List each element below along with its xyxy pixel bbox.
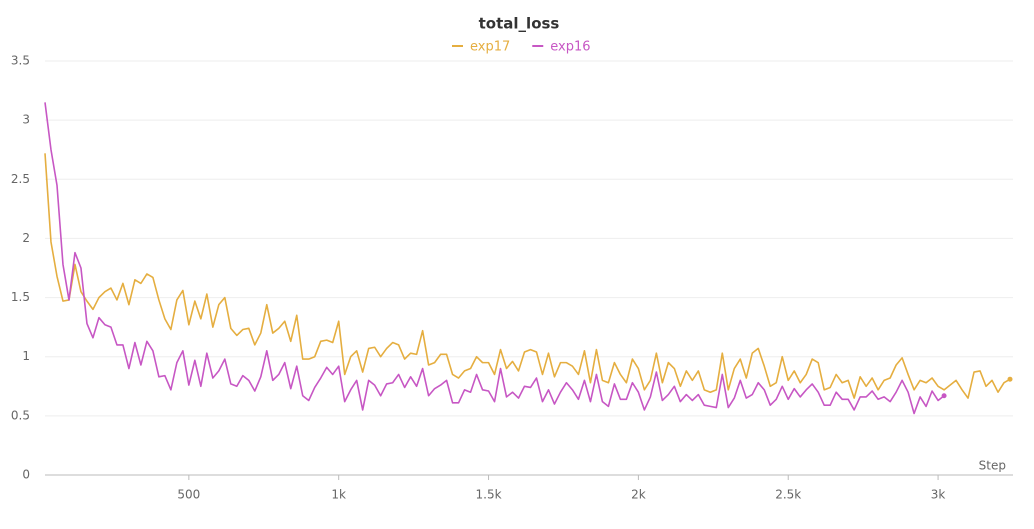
x-tick-label: 2k — [631, 488, 646, 502]
x-tick-label: 2.5k — [775, 488, 801, 502]
x-tick-label: 500 — [177, 488, 200, 502]
y-tick-label: 3.5 — [11, 54, 30, 68]
x-tick-label: 1.5k — [476, 488, 502, 502]
end-point — [941, 393, 947, 399]
x-axis-label: Step — [979, 459, 1006, 473]
y-tick-label: 0.5 — [11, 408, 30, 422]
y-tick-label: 2.5 — [11, 172, 30, 186]
y-tick-label: 1.5 — [11, 290, 30, 304]
line — [44, 153, 1011, 399]
legend-label: exp16 — [550, 40, 590, 55]
y-tick-label: 3 — [22, 113, 30, 127]
legend-label: exp17 — [470, 40, 510, 55]
y-tick-label: 0 — [22, 468, 30, 482]
end-point — [1007, 376, 1013, 382]
line — [44, 102, 945, 415]
chart-title: total_loss — [479, 15, 560, 33]
y-tick-label: 2 — [22, 231, 30, 245]
x-tick-label: 3k — [931, 488, 946, 502]
y-tick-label: 1 — [22, 349, 30, 363]
x-tick-label: 1k — [331, 488, 346, 502]
